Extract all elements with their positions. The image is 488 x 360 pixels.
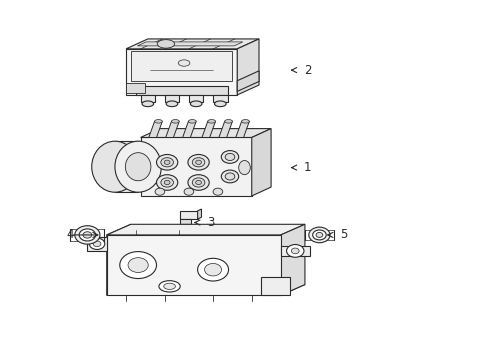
Polygon shape [115, 141, 138, 192]
Ellipse shape [197, 258, 228, 281]
Ellipse shape [187, 154, 209, 170]
Ellipse shape [213, 188, 223, 195]
Polygon shape [237, 39, 259, 95]
Polygon shape [165, 121, 179, 138]
Polygon shape [137, 42, 243, 46]
Text: 2: 2 [304, 64, 311, 77]
Polygon shape [202, 121, 215, 138]
Text: 4: 4 [66, 229, 74, 242]
Polygon shape [213, 95, 227, 102]
Polygon shape [280, 246, 309, 256]
Ellipse shape [187, 175, 209, 190]
Polygon shape [180, 211, 197, 219]
Ellipse shape [291, 248, 299, 254]
Ellipse shape [125, 153, 151, 181]
Polygon shape [106, 235, 280, 295]
Ellipse shape [156, 154, 178, 170]
Ellipse shape [178, 60, 189, 66]
Ellipse shape [312, 230, 325, 240]
Ellipse shape [241, 120, 249, 123]
Polygon shape [164, 95, 179, 102]
Polygon shape [197, 209, 201, 219]
Ellipse shape [190, 101, 202, 107]
Polygon shape [219, 121, 232, 138]
Ellipse shape [142, 101, 153, 107]
Polygon shape [140, 138, 251, 196]
Ellipse shape [224, 120, 232, 123]
Ellipse shape [192, 158, 204, 167]
Ellipse shape [157, 40, 174, 48]
Ellipse shape [207, 120, 215, 123]
Ellipse shape [171, 120, 179, 123]
Ellipse shape [154, 120, 162, 123]
Polygon shape [126, 82, 145, 93]
Polygon shape [180, 219, 190, 224]
Polygon shape [140, 129, 270, 138]
Polygon shape [87, 237, 106, 251]
Ellipse shape [238, 161, 250, 175]
Polygon shape [148, 121, 162, 138]
Polygon shape [106, 224, 305, 235]
Ellipse shape [93, 241, 101, 247]
Ellipse shape [161, 178, 173, 187]
Ellipse shape [156, 175, 178, 190]
Text: 1: 1 [304, 161, 311, 174]
Polygon shape [106, 284, 305, 295]
Ellipse shape [183, 188, 193, 195]
Polygon shape [131, 51, 232, 81]
Ellipse shape [195, 160, 201, 165]
Ellipse shape [221, 170, 238, 183]
Polygon shape [188, 95, 203, 102]
Ellipse shape [128, 258, 148, 273]
Polygon shape [182, 121, 196, 138]
Ellipse shape [315, 233, 322, 238]
Text: 3: 3 [207, 216, 214, 229]
Polygon shape [106, 224, 131, 295]
Polygon shape [126, 49, 237, 95]
Ellipse shape [115, 141, 161, 192]
Polygon shape [237, 71, 259, 91]
Ellipse shape [161, 158, 173, 167]
Text: 5: 5 [340, 229, 347, 242]
Ellipse shape [224, 153, 234, 161]
Ellipse shape [155, 188, 164, 195]
Polygon shape [261, 278, 290, 295]
Ellipse shape [164, 160, 170, 165]
Polygon shape [140, 95, 155, 102]
Polygon shape [235, 121, 249, 138]
Ellipse shape [214, 101, 225, 107]
Ellipse shape [166, 101, 178, 107]
Polygon shape [126, 39, 259, 49]
Polygon shape [280, 224, 305, 295]
Polygon shape [136, 86, 227, 95]
Ellipse shape [159, 281, 180, 292]
Ellipse shape [195, 180, 201, 185]
Ellipse shape [204, 264, 221, 276]
Ellipse shape [89, 238, 104, 249]
Ellipse shape [192, 178, 204, 187]
Ellipse shape [163, 283, 175, 289]
Ellipse shape [79, 229, 95, 241]
Ellipse shape [286, 244, 304, 257]
Ellipse shape [92, 141, 138, 192]
Ellipse shape [83, 232, 92, 238]
Ellipse shape [308, 227, 329, 243]
Ellipse shape [188, 120, 196, 123]
Polygon shape [251, 129, 270, 196]
Ellipse shape [164, 180, 170, 185]
Ellipse shape [224, 173, 234, 180]
Ellipse shape [120, 252, 156, 279]
Ellipse shape [221, 150, 238, 163]
Ellipse shape [75, 226, 100, 244]
